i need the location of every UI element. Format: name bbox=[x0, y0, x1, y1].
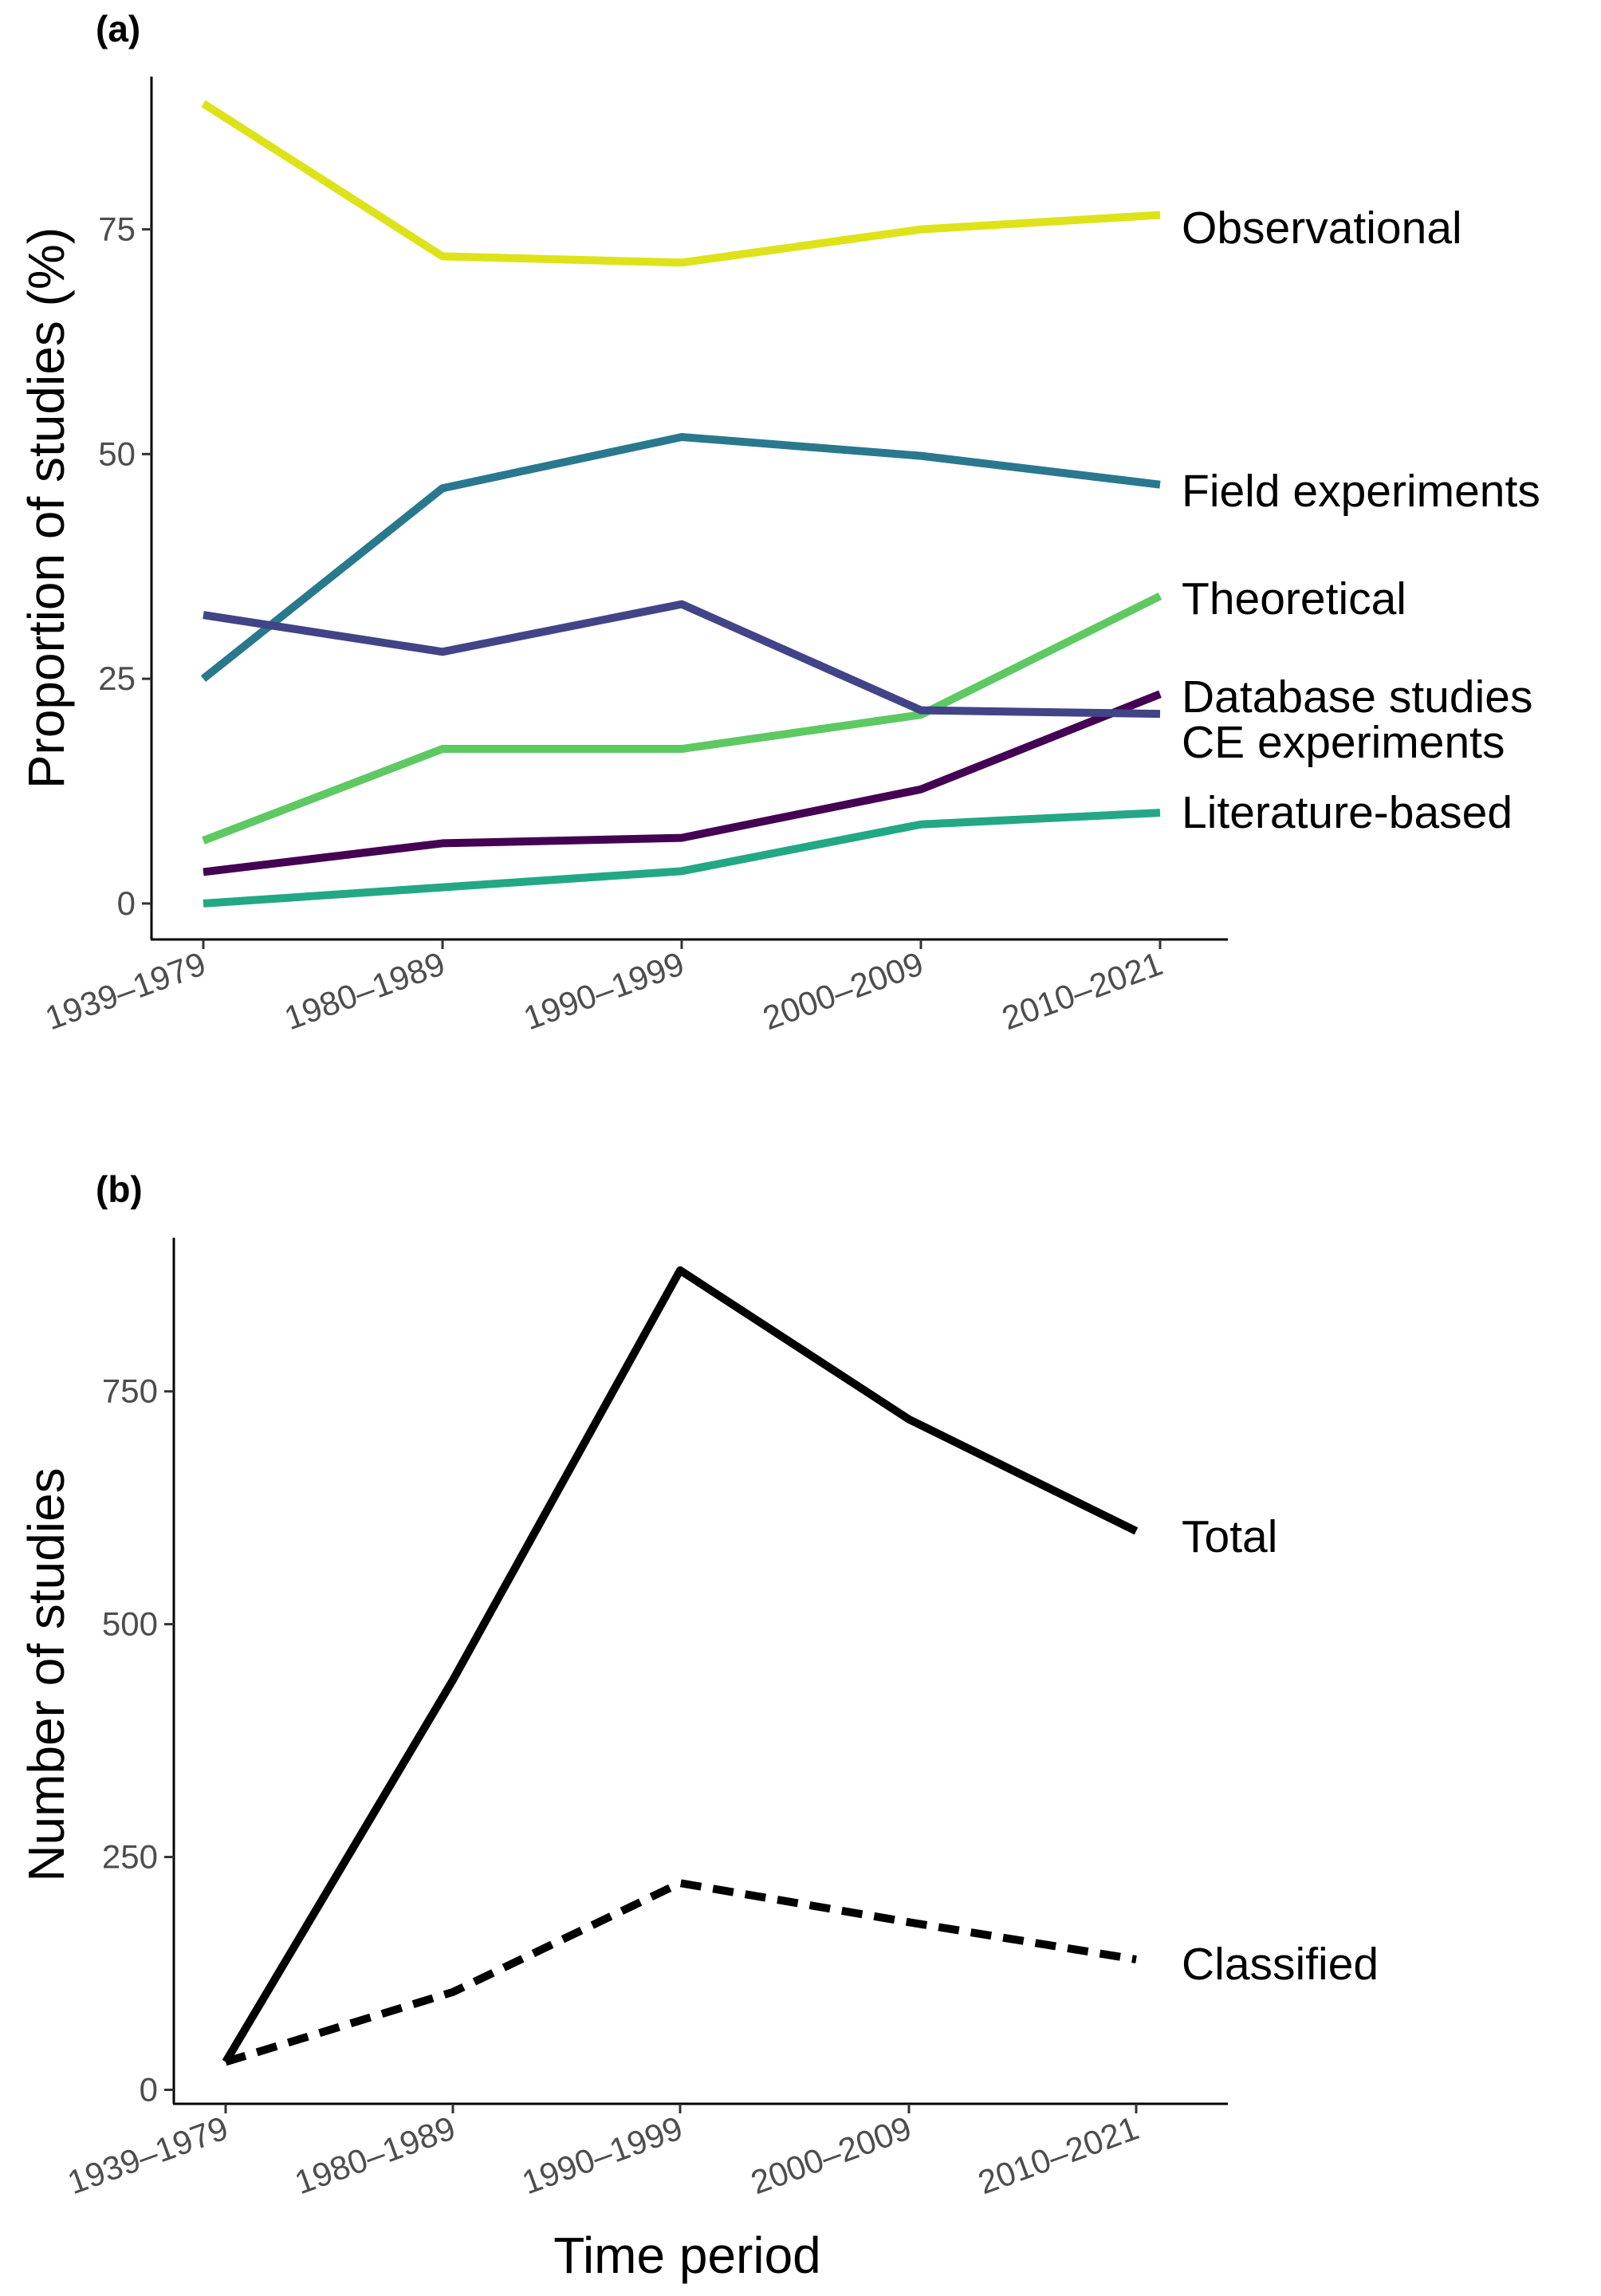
panel-a-y-tick-label: 50 bbox=[98, 435, 136, 472]
panel-a-x-tick-label: 1939–1979 bbox=[40, 944, 210, 1037]
series-label-database-studies: Database studies bbox=[1182, 671, 1532, 723]
series-label-literature-based: Literature-based bbox=[1182, 787, 1512, 838]
panel-a-series-labels: Observational Field experiments Theoretica… bbox=[1182, 203, 1540, 838]
panel-b-series bbox=[222, 1266, 1139, 2066]
series-label-classified: Classified bbox=[1182, 1939, 1379, 1990]
panel-b-y-tick-label: 500 bbox=[102, 1605, 158, 1643]
panel-b-x-tick-label: 1939–1979 bbox=[62, 2109, 233, 2201]
series-line-classified bbox=[224, 1879, 1137, 2066]
series-label-field-experiments: Field experiments bbox=[1182, 466, 1540, 517]
panel-b-x-tick-label: 2000–2009 bbox=[745, 2109, 916, 2201]
panel-b-y-tick-label: 0 bbox=[140, 2070, 158, 2108]
panel-a-y-tick-label: 0 bbox=[117, 884, 136, 922]
panel-a-x-tick-label: 2000–2009 bbox=[757, 944, 928, 1037]
panel-a-x-tick-label: 1980–1989 bbox=[279, 944, 450, 1037]
series-label-total: Total bbox=[1182, 1511, 1277, 1562]
series-line-literature-based bbox=[203, 809, 1161, 908]
panel-b-y-tick-label: 250 bbox=[102, 1838, 158, 1876]
series-line-observational bbox=[201, 100, 1161, 267]
panel-a-y-tick-label: 25 bbox=[98, 660, 136, 697]
panel-a-tag: (a) bbox=[96, 8, 140, 49]
panel-a-x-tick-label: 2010–2021 bbox=[997, 944, 1167, 1037]
panel-b-x-tick-label: 1980–1989 bbox=[289, 2109, 460, 2201]
series-line-database-studies bbox=[203, 690, 1162, 876]
panel-b-series-labels: Total Classified bbox=[1182, 1511, 1379, 1990]
panel-a: (a) 0 25 50 75 1939–1979 1980–1989 1990–1999 20… bbox=[18, 8, 1540, 1037]
panel-b-x-tick-label: 1990–1999 bbox=[517, 2109, 687, 2201]
series-label-ce-experiments: CE experiments bbox=[1182, 717, 1505, 768]
panel-a-x-tick-label: 1990–1999 bbox=[518, 944, 689, 1037]
panel-b-y-tick-label: 750 bbox=[102, 1372, 158, 1410]
panel-b-y-axis-title: Number of studies bbox=[18, 1467, 75, 1881]
panel-b: (b) 0 250 500 750 1939–1979 1980–1989 1990–199… bbox=[18, 1168, 1379, 2284]
panel-b-x-tick-label: 2010–2021 bbox=[973, 2109, 1143, 2201]
panel-b-ticks: 0 250 500 750 1939–1979 1980–1989 1990–1999 200… bbox=[62, 1372, 1143, 2202]
series-label-theoretical: Theoretical bbox=[1182, 573, 1406, 624]
panel-a-y-axis-title: Proportion of studies (%) bbox=[18, 227, 75, 789]
panel-b-tag: (b) bbox=[96, 1168, 143, 1210]
panel-b-x-axis-title: Time period bbox=[553, 2227, 821, 2284]
series-line-field-experiments bbox=[200, 432, 1161, 683]
series-label-observational: Observational bbox=[1182, 203, 1462, 254]
panel-a-series bbox=[200, 100, 1162, 908]
panel-a-y-tick-label: 75 bbox=[98, 211, 136, 248]
series-line-theoretical bbox=[202, 592, 1162, 845]
series-line-ce-experiments bbox=[203, 600, 1161, 719]
series-line-total bbox=[222, 1266, 1139, 2065]
